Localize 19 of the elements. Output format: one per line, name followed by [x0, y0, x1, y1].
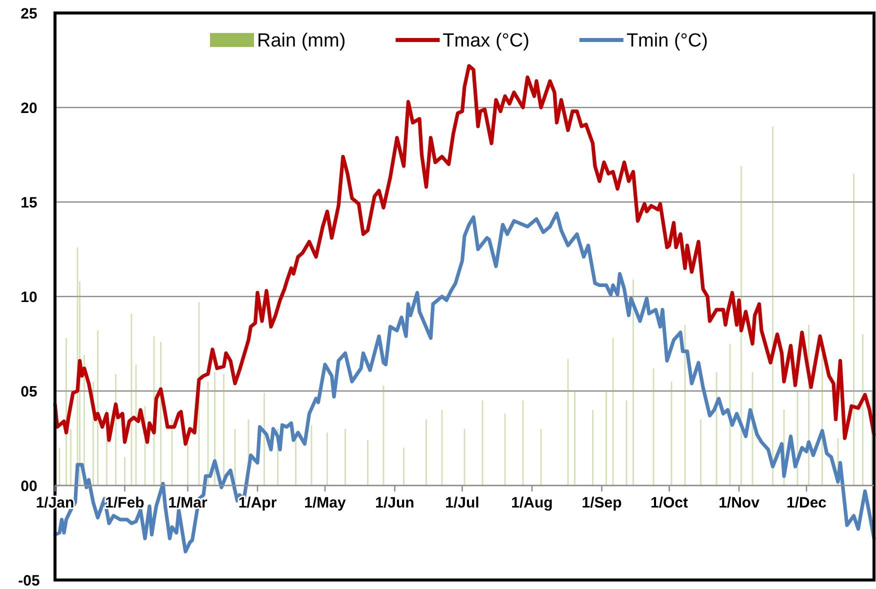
y-tick-label: 05 [20, 383, 38, 400]
x-tick-label: 1/Apr [238, 494, 277, 512]
legend-label: Tmin (°C) [626, 30, 708, 52]
legend-label: Tmax (°C) [442, 30, 530, 52]
x-tick-label: 1/Jun [375, 494, 414, 512]
x-tick-label: 1/Aug [511, 494, 553, 512]
legend-label: Rain (mm) [257, 30, 346, 52]
y-tick-label: 25 [20, 5, 38, 22]
x-tick-label: 1/Oct [650, 494, 688, 512]
y-tick-label: 20 [20, 100, 38, 117]
x-tick-label: 1/May [304, 494, 346, 512]
x-tick-label: 1/Nov [718, 494, 760, 512]
y-tick-label: -05 [18, 572, 40, 589]
x-tick-label: 1/Sep [582, 494, 622, 512]
y-tick-label: 10 [20, 288, 38, 306]
y-tick-label: 15 [20, 194, 38, 212]
y-tick-label: 00 [20, 478, 38, 495]
x-tick-label: 1/Dec [786, 494, 827, 512]
x-tick-label: 1/Jul [445, 494, 480, 512]
